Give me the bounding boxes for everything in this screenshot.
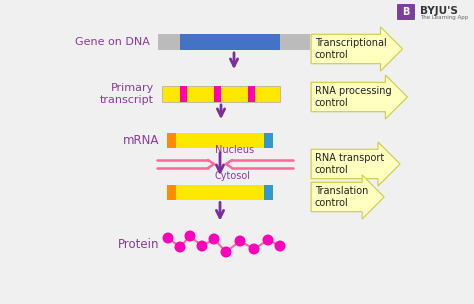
Text: Protein: Protein [118,237,159,250]
Text: RNA transport
control: RNA transport control [315,153,384,175]
Text: The Learning App: The Learning App [420,15,468,19]
Text: BYJU'S: BYJU'S [420,6,458,16]
Bar [248,86,255,102]
Circle shape [274,240,285,251]
Text: RNA processing
control: RNA processing control [315,86,392,108]
Bar [176,133,264,147]
Bar [280,34,310,50]
Bar [167,133,176,147]
Text: Gene on DNA: Gene on DNA [75,37,150,47]
Bar [264,133,273,147]
Text: Translation
control: Translation control [315,186,368,208]
Circle shape [263,234,273,246]
Bar [180,86,187,102]
Circle shape [163,233,173,244]
Bar [162,86,280,102]
Circle shape [197,240,208,251]
Bar [176,185,264,199]
Bar [180,34,280,50]
Text: mRNA: mRNA [123,133,159,147]
Circle shape [235,236,246,247]
Circle shape [209,233,219,244]
Circle shape [220,247,231,257]
Text: Primary
transcript: Primary transcript [100,83,154,105]
Circle shape [174,241,185,253]
Bar [158,34,180,50]
Bar [214,86,221,102]
Circle shape [248,244,259,254]
Bar [167,185,176,199]
FancyBboxPatch shape [397,4,415,20]
Text: B: B [402,7,410,17]
Circle shape [184,230,195,241]
Text: Cytosol: Cytosol [215,171,251,181]
Text: Transcriptional
control: Transcriptional control [315,38,387,60]
Text: Nucleus: Nucleus [215,145,254,155]
Bar [264,185,273,199]
